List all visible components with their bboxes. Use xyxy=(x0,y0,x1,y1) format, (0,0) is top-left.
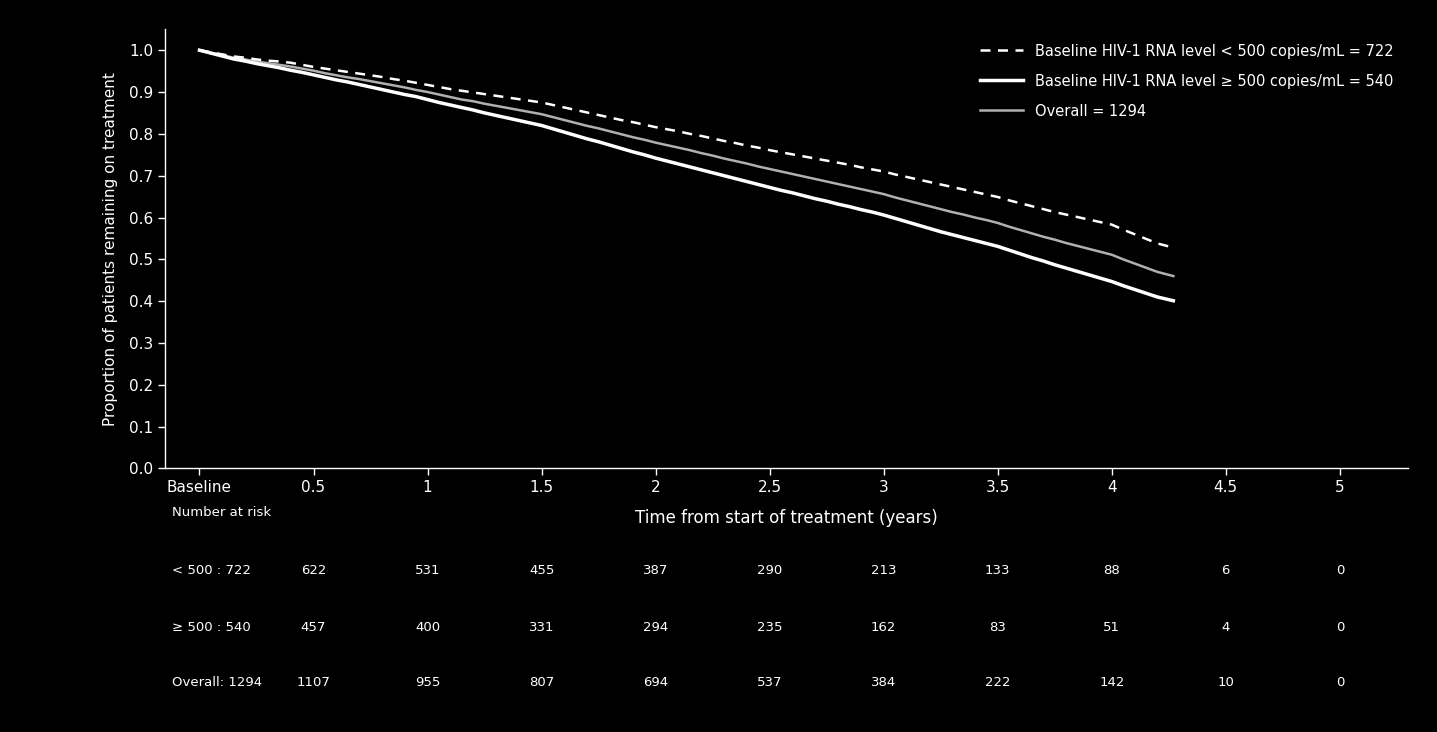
Text: 0: 0 xyxy=(1335,621,1344,634)
Text: 162: 162 xyxy=(871,621,897,634)
Legend: Baseline HIV-1 RNA level < 500 copies/mL = 722, Baseline HIV-1 RNA level ≥ 500 c: Baseline HIV-1 RNA level < 500 copies/mL… xyxy=(973,37,1401,127)
Text: 142: 142 xyxy=(1099,676,1124,689)
Baseline HIV-1 RNA level < 500 copies/mL = 722 xyxy=(1012,199,1029,208)
Overall = 1294 xyxy=(293,64,310,73)
Overall = 1294 xyxy=(658,141,675,149)
Text: 455: 455 xyxy=(529,564,555,577)
Text: Overall: 1294: Overall: 1294 xyxy=(172,676,262,689)
Baseline HIV-1 RNA level < 500 copies/mL = 722 xyxy=(658,125,675,134)
Text: 294: 294 xyxy=(642,621,668,634)
Baseline HIV-1 RNA level ≥ 500 copies/mL = 540 xyxy=(658,157,675,165)
Text: 331: 331 xyxy=(529,621,555,634)
Y-axis label: Proportion of patients remaining on treatment: Proportion of patients remaining on trea… xyxy=(103,72,118,426)
Overall = 1294 xyxy=(237,55,254,64)
Text: 1107: 1107 xyxy=(296,676,331,689)
Overall = 1294 xyxy=(933,205,950,214)
Text: 457: 457 xyxy=(300,621,326,634)
Line: Baseline HIV-1 RNA level < 500 copies/mL = 722: Baseline HIV-1 RNA level < 500 copies/mL… xyxy=(200,51,1174,247)
Text: 0: 0 xyxy=(1335,564,1344,577)
Text: 213: 213 xyxy=(871,564,897,577)
Text: 4: 4 xyxy=(1221,621,1230,634)
Baseline HIV-1 RNA level < 500 copies/mL = 722 xyxy=(214,50,231,59)
Baseline HIV-1 RNA level < 500 copies/mL = 722 xyxy=(293,61,310,70)
Text: 290: 290 xyxy=(757,564,782,577)
Overall = 1294 xyxy=(1012,225,1029,234)
Baseline HIV-1 RNA level ≥ 500 copies/mL = 540 xyxy=(933,228,950,236)
Text: 51: 51 xyxy=(1104,621,1121,634)
Text: 622: 622 xyxy=(300,564,326,577)
X-axis label: Time from start of treatment (years): Time from start of treatment (years) xyxy=(635,509,938,527)
Baseline HIV-1 RNA level < 500 copies/mL = 722 xyxy=(237,53,254,62)
Line: Overall = 1294: Overall = 1294 xyxy=(200,51,1174,276)
Baseline HIV-1 RNA level ≥ 500 copies/mL = 540 xyxy=(214,52,231,61)
Text: 537: 537 xyxy=(757,676,782,689)
Text: 88: 88 xyxy=(1104,564,1119,577)
Text: < 500 : 722: < 500 : 722 xyxy=(172,564,251,577)
Text: 807: 807 xyxy=(529,676,555,689)
Text: 0: 0 xyxy=(1335,676,1344,689)
Baseline HIV-1 RNA level ≥ 500 copies/mL = 540 xyxy=(293,68,310,77)
Line: Baseline HIV-1 RNA level ≥ 500 copies/mL = 540: Baseline HIV-1 RNA level ≥ 500 copies/mL… xyxy=(200,51,1174,301)
Overall = 1294 xyxy=(1165,272,1183,280)
Text: 955: 955 xyxy=(415,676,440,689)
Baseline HIV-1 RNA level < 500 copies/mL = 722 xyxy=(191,46,208,55)
Text: 384: 384 xyxy=(871,676,897,689)
Text: 133: 133 xyxy=(984,564,1010,577)
Text: 83: 83 xyxy=(989,621,1006,634)
Text: ≥ 500 : 540: ≥ 500 : 540 xyxy=(172,621,251,634)
Text: 387: 387 xyxy=(642,564,668,577)
Text: 10: 10 xyxy=(1217,676,1234,689)
Text: 235: 235 xyxy=(757,621,782,634)
Baseline HIV-1 RNA level ≥ 500 copies/mL = 540 xyxy=(191,46,208,55)
Text: 694: 694 xyxy=(642,676,668,689)
Baseline HIV-1 RNA level ≥ 500 copies/mL = 540 xyxy=(237,56,254,65)
Overall = 1294 xyxy=(191,46,208,55)
Baseline HIV-1 RNA level ≥ 500 copies/mL = 540 xyxy=(1012,250,1029,258)
Text: 531: 531 xyxy=(415,564,440,577)
Text: Number at risk: Number at risk xyxy=(172,507,272,520)
Baseline HIV-1 RNA level ≥ 500 copies/mL = 540 xyxy=(1165,296,1183,305)
Text: 222: 222 xyxy=(984,676,1010,689)
Text: 400: 400 xyxy=(415,621,440,634)
Baseline HIV-1 RNA level < 500 copies/mL = 722 xyxy=(933,180,950,189)
Baseline HIV-1 RNA level < 500 copies/mL = 722 xyxy=(1165,243,1183,252)
Overall = 1294 xyxy=(214,51,231,59)
Text: 6: 6 xyxy=(1221,564,1230,577)
